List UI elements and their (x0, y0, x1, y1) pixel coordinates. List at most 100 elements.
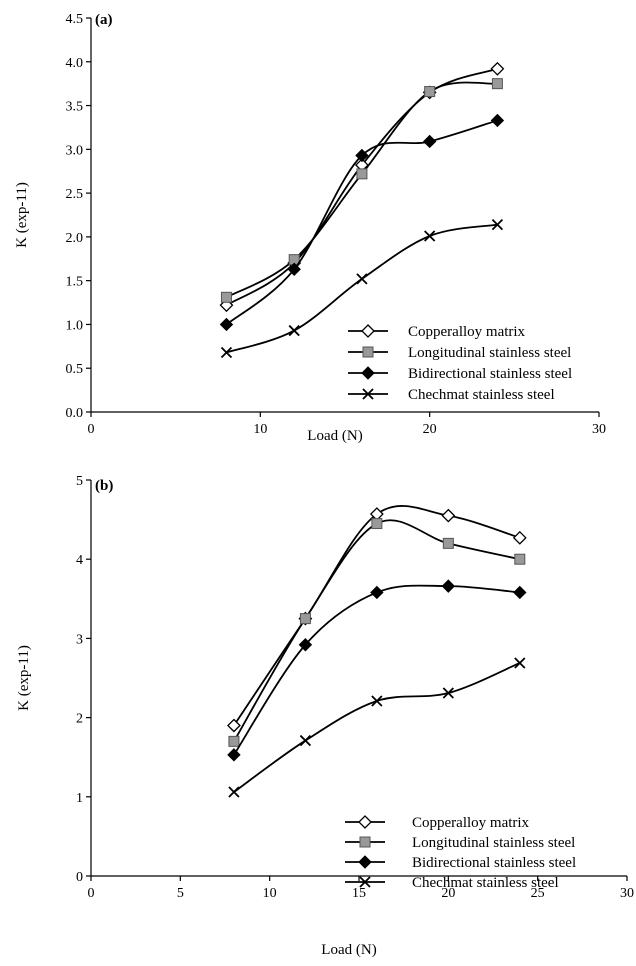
y-tick-label: 0.5 (66, 362, 84, 377)
legend-marker (359, 876, 371, 888)
x-tick-label: 30 (620, 886, 634, 901)
series-line (233, 519, 521, 743)
data-point (422, 134, 437, 149)
y-tick-label: 4.5 (66, 12, 84, 27)
panel-label: (b) (95, 478, 113, 494)
legend-entry: Longitudinal stainless steel (345, 835, 575, 851)
chart-panel-b: 0 1 2 3 4 5 0 5 10 15 20 25 30 Load (N) K (exp-11) (b) C… (16, 474, 634, 958)
legend-entry: Copperalloy matrix (345, 815, 530, 831)
y-tick-label: 1 (76, 791, 83, 806)
data-point (371, 518, 383, 530)
y-tick-label: 3.0 (66, 143, 84, 158)
series-diamond-open (227, 505, 527, 733)
y-axis-title: K (exp-11) (14, 182, 30, 248)
data-point (356, 273, 368, 285)
data-point (490, 61, 505, 76)
data-point (512, 530, 527, 545)
y-tick-label: 0.0 (66, 406, 84, 421)
data-point (441, 579, 456, 593)
series-line (233, 505, 521, 727)
data-point (220, 291, 232, 303)
y-tick-label: 3 (76, 632, 83, 647)
chart-panel-a: 0.0 0.5 1.0 1.5 2.0 2.5 3.0 3.5 4.0 4.5 0 10 20 30 Loa… (14, 12, 606, 444)
series-diamond-open (219, 61, 505, 313)
legend-label: Copperalloy matrix (408, 324, 526, 340)
data-point (371, 695, 383, 707)
data-point (442, 537, 454, 549)
data-point (355, 148, 369, 163)
series-square-gray (228, 518, 526, 747)
legend-label: Copperalloy matrix (412, 815, 530, 831)
series-diamond-filled (219, 113, 505, 332)
y-tick-label: 2 (76, 712, 83, 727)
series-line (233, 584, 521, 756)
legend-entry: Copperalloy matrix (348, 324, 526, 340)
data-point (514, 553, 526, 565)
series-line (225, 81, 499, 299)
data-point (228, 786, 240, 798)
y-axis-title: K (exp-11) (16, 645, 32, 711)
series-line (233, 662, 521, 793)
y-tick-label: 4 (76, 553, 83, 568)
series-cross (228, 657, 526, 798)
data-point (228, 735, 240, 747)
y-tick-label: 1.0 (66, 318, 84, 333)
data-point (227, 718, 241, 733)
series-line (225, 119, 499, 326)
y-tick-label: 5 (76, 474, 83, 489)
series-cross (220, 218, 504, 359)
x-tick-label: 5 (177, 886, 184, 901)
data-point (298, 638, 313, 652)
x-tick-label: 20 (441, 886, 455, 901)
x-tick-label: 20 (423, 422, 437, 437)
data-point (490, 113, 505, 128)
x-tick-label: 10 (263, 886, 277, 901)
data-point (370, 585, 384, 600)
data-point (287, 262, 301, 276)
legend-marker (359, 836, 371, 848)
legend-marker (358, 815, 372, 829)
data-point (491, 78, 503, 90)
series-line (225, 67, 499, 307)
data-point (299, 734, 312, 747)
legend-label: Bidirectional stainless steel (412, 855, 576, 871)
data-point (356, 168, 368, 180)
panel-label: (a) (95, 12, 113, 28)
legend-label: Chechmat stainless steel (408, 387, 555, 403)
x-tick-label: 15 (352, 886, 366, 901)
legend-entry: Longitudinal stainless steel (348, 345, 571, 361)
x-axis-title: Load (N) (307, 428, 362, 444)
x-axis-title: Load (N) (321, 942, 376, 958)
legend-marker (362, 388, 374, 400)
y-tick-label: 2.5 (66, 187, 84, 202)
legend-label: Longitudinal stainless steel (412, 835, 575, 851)
data-point (288, 324, 300, 337)
data-point (514, 657, 526, 669)
data-point (299, 613, 311, 625)
legend-marker (362, 346, 374, 358)
data-point (424, 86, 436, 98)
data-point (441, 508, 456, 523)
legend-label: Longitudinal stainless steel (408, 345, 571, 361)
x-tick-label: 30 (592, 422, 606, 437)
y-tick-label: 2.0 (66, 231, 84, 246)
x-tick-label: 0 (88, 422, 95, 437)
data-point (442, 687, 454, 699)
data-point (424, 230, 436, 242)
x-tick-label: 25 (531, 886, 545, 901)
legend-label: Chechmat stainless steel (412, 875, 559, 891)
series-square-gray (220, 78, 503, 303)
x-tick-label: 10 (253, 422, 267, 437)
legend-marker (361, 324, 375, 338)
y-tick-label: 3.5 (66, 100, 84, 115)
legend-entry: Bidirectional stainless steel (348, 366, 572, 382)
data-point (219, 317, 234, 332)
series-diamond-filled (227, 579, 527, 762)
y-tick-label: 1.5 (66, 275, 84, 290)
x-tick-label: 0 (88, 886, 95, 901)
y-tick-label: 4.0 (66, 56, 84, 71)
legend-entry: Chechmat stainless steel (348, 387, 555, 403)
y-tick-label: 0 (76, 870, 83, 885)
data-point (220, 346, 233, 359)
